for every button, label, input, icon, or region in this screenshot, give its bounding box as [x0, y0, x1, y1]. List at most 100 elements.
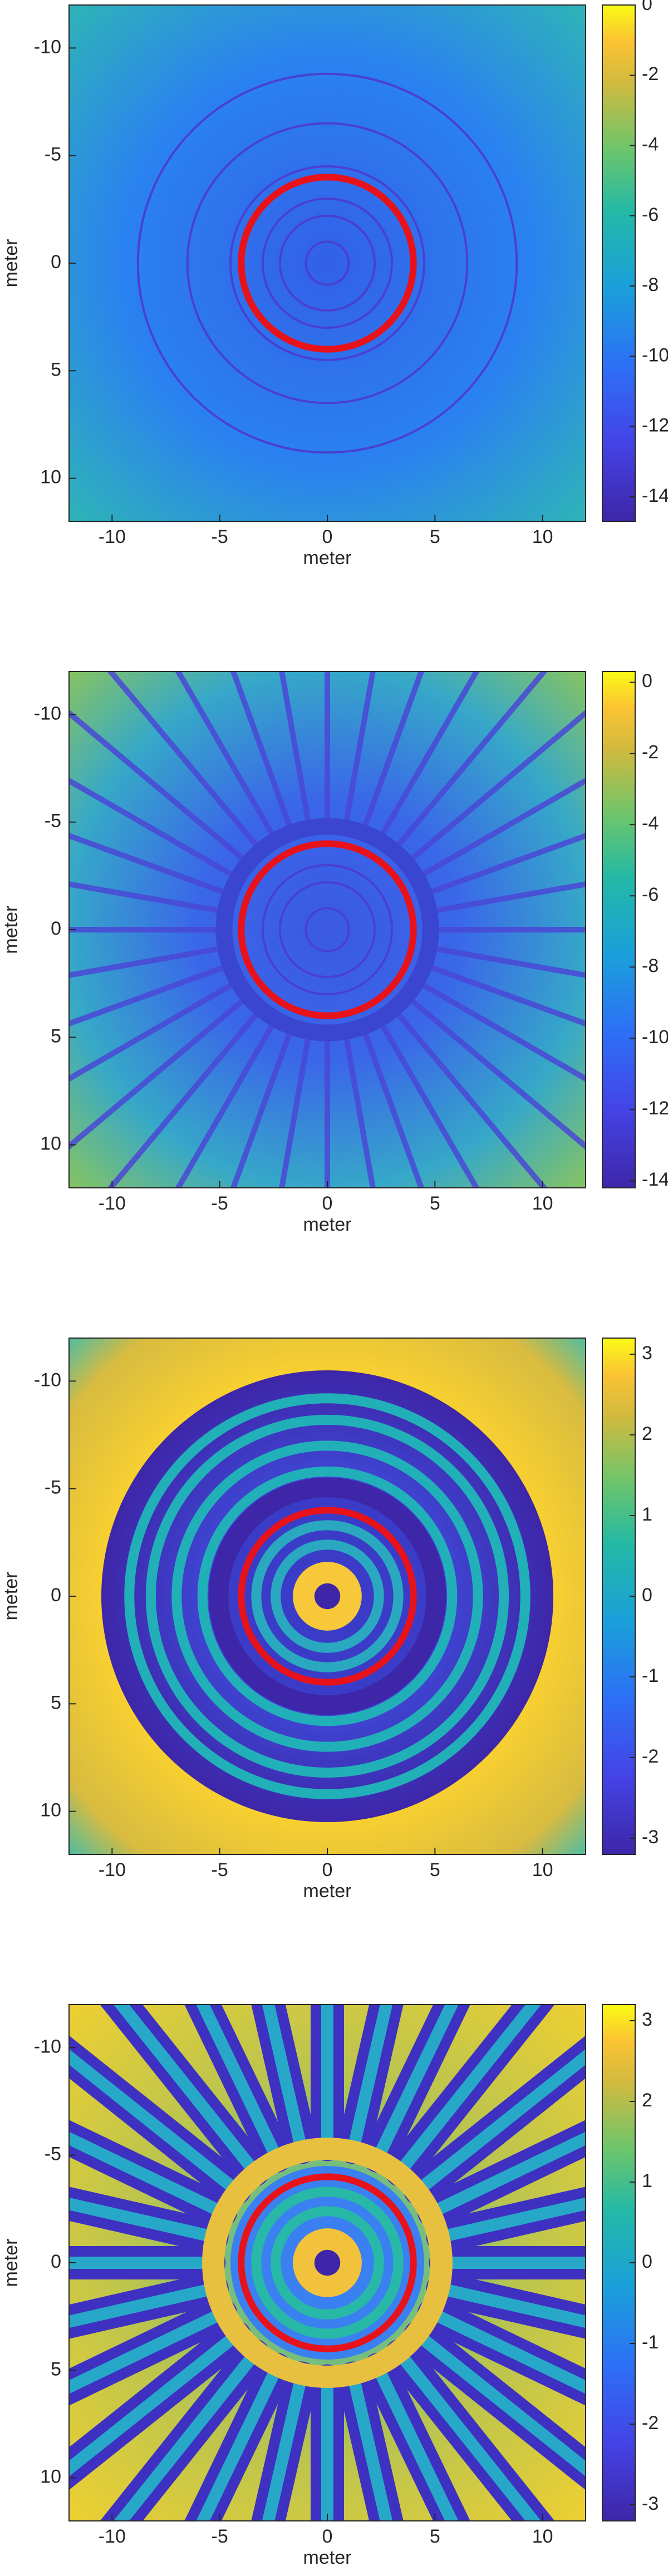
heatmap-field	[69, 5, 586, 521]
field-spoke	[69, 2283, 218, 2328]
field-spoke	[400, 709, 586, 869]
field-spoke	[230, 1020, 297, 1188]
field-spoke	[414, 2330, 586, 2477]
field-ring	[208, 1477, 446, 1715]
field-spoke	[395, 2005, 542, 2177]
field-spoke	[436, 2197, 586, 2243]
x-tick-label: 5	[430, 2526, 440, 2547]
field-spoke	[196, 2005, 282, 2163]
colorbar-tick-label: -4	[642, 813, 659, 834]
colorbar-tick-label: -10	[642, 344, 668, 366]
x-tick-label: 10	[532, 1193, 553, 1214]
colorbar-tick-label: -6	[642, 884, 659, 905]
colorbar-tick-label: -4	[642, 134, 659, 155]
x-tick-label: 0	[322, 526, 333, 547]
x-tick-label: 0	[322, 2526, 333, 2547]
x-axis-label: meter	[303, 547, 352, 569]
field-ring	[271, 1539, 384, 1653]
colorbar-tick-label: -6	[642, 204, 659, 225]
colorbar-tick-label: -3	[642, 2493, 659, 2514]
field-spoke	[410, 777, 586, 884]
y-axis-label: meter	[1, 906, 22, 954]
y-axis-label: meter	[1, 2239, 22, 2287]
x-axis-label: meter	[303, 2547, 352, 2568]
x-tick-label: 0	[322, 1193, 333, 1214]
colorbar-tick-label: 0	[642, 670, 652, 692]
y-tick-label: 5	[51, 1692, 61, 1713]
overlay-circle	[238, 2173, 417, 2352]
field-ring	[171, 1440, 483, 1752]
field-ring	[197, 1466, 458, 1726]
field-spoke	[418, 960, 586, 1027]
field-ring	[278, 214, 376, 312]
colorbar-tick-label: -2	[642, 63, 659, 85]
heatmap-panel: -10 -5 0 5 10-10-50510metermeter0-2-4-6-8-10…	[1, 670, 668, 1235]
field-spoke	[279, 1024, 313, 1188]
x-tick-label: -10	[99, 1193, 126, 1214]
colorbar-tick-label: 2	[642, 2090, 652, 2111]
x-axis-label: meter	[303, 1214, 352, 1235]
field-spoke	[347, 2005, 393, 2154]
field-spoke	[69, 960, 237, 1027]
field-spoke	[69, 881, 233, 916]
y-tick-label: 10	[40, 1800, 61, 1821]
y-tick-label: 0	[51, 1585, 61, 1606]
field-ring	[145, 1414, 509, 1778]
heatmap-field	[69, 2005, 586, 2521]
field-spoke	[428, 2131, 586, 2218]
field-ring	[304, 907, 350, 953]
field-spoke	[107, 1003, 267, 1188]
field-background	[69, 5, 586, 521]
field-ring	[314, 1583, 341, 1610]
field-ring	[278, 881, 376, 979]
x-tick-label: -5	[212, 526, 228, 547]
y-tick-label: -5	[45, 1477, 61, 1498]
field-ring	[271, 2206, 384, 2320]
colorbar-tick-label: -8	[642, 274, 659, 295]
field-ring	[262, 864, 393, 995]
x-tick-label: 5	[430, 1859, 440, 1881]
field-spoke	[422, 944, 586, 978]
colorbar-tick-label: -8	[642, 955, 659, 976]
x-axis-label: meter	[303, 1881, 352, 1902]
y-tick-label: -10	[34, 2036, 61, 2057]
colorbar-tick-label: -14	[642, 485, 668, 506]
heatmap-field	[69, 672, 586, 1188]
colorbar-tick-label: -10	[642, 1027, 668, 1048]
field-spoke	[436, 2283, 586, 2328]
field-spoke	[372, 2363, 459, 2521]
field-spoke	[113, 2005, 260, 2177]
x-tick-label: -5	[212, 2526, 228, 2547]
field-spoke	[418, 832, 586, 899]
overlay-circle	[238, 174, 417, 353]
colorbar-tick-label: -2	[642, 2412, 659, 2434]
heatmap-panel: -10 -5 0 5 10-10-50510metermeter0-2-4-6-8-10…	[1, 0, 668, 569]
y-tick-label: 5	[51, 1025, 61, 1047]
field-spoke	[107, 672, 267, 857]
y-tick-label: 5	[51, 2358, 61, 2380]
field-spoke	[69, 944, 233, 978]
field-spoke	[69, 2308, 227, 2394]
field-spoke	[69, 2330, 241, 2477]
field-spoke	[374, 672, 480, 847]
colorbar-tick-label: -12	[642, 415, 668, 436]
colorbar-tick-label: -14	[642, 1169, 668, 1190]
field-spoke	[341, 672, 376, 835]
field-spoke	[414, 2049, 586, 2195]
colorbar-tick-label: -1	[642, 2332, 659, 2353]
colorbar-tick-label: -12	[642, 1098, 668, 1119]
field-spoke	[395, 2349, 542, 2521]
colorbar-tick-label: -2	[642, 742, 659, 763]
y-tick-label: 0	[51, 251, 61, 273]
y-tick-label: 0	[51, 918, 61, 939]
y-tick-label: -5	[45, 144, 61, 165]
field-ring	[251, 1520, 404, 1672]
x-tick-label: -5	[212, 1859, 228, 1881]
x-tick-label: 10	[532, 1859, 553, 1881]
x-tick-label: 0	[322, 1859, 333, 1881]
field-ring	[251, 2187, 404, 2339]
field-spoke	[388, 672, 548, 857]
